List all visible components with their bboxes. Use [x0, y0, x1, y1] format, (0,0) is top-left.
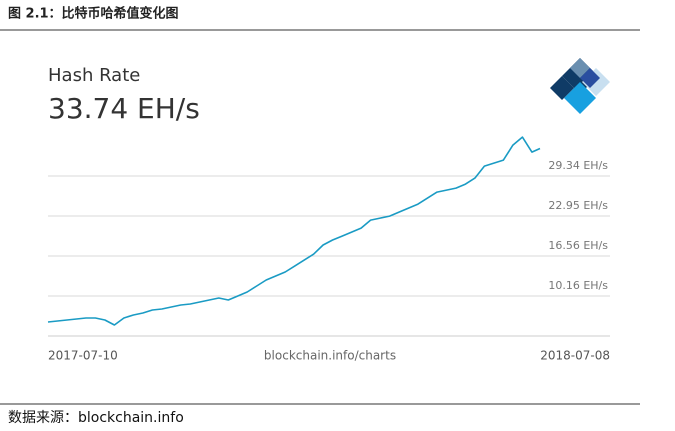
y-tick-label: 10.16 EH/s [548, 279, 608, 292]
x-tick-label: 2017-07-10 [48, 349, 118, 363]
data-line [47, 136, 541, 326]
chart-subtitle: 33.74 EH/s [48, 92, 200, 125]
watermark: blockchain.info/charts [264, 349, 396, 363]
y-tick-label: 16.56 EH/s [548, 239, 608, 252]
chart-title: Hash Rate [48, 65, 140, 86]
figure-caption: 图 2.1：比特币哈希值变化图 [8, 6, 179, 22]
y-tick-label: 29.34 EH/s [548, 159, 608, 172]
logo [550, 58, 610, 114]
source-note: 数据来源：blockchain.info [8, 410, 184, 426]
x-tick-label: 2018-07-08 [540, 349, 610, 363]
y-tick-label: 22.95 EH/s [548, 199, 608, 212]
